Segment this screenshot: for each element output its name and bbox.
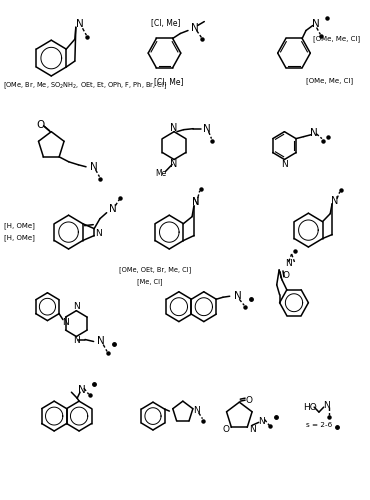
Text: N: N (250, 425, 256, 434)
Text: [H, OMe]: [H, OMe] (4, 222, 35, 228)
Text: N: N (90, 162, 98, 172)
Text: N: N (95, 229, 102, 238)
Text: N: N (258, 417, 265, 426)
Text: [Cl, Me]: [Cl, Me] (151, 19, 180, 28)
Text: [OMe, Me, Cl]: [OMe, Me, Cl] (306, 78, 353, 84)
Text: [Me, Cl]: [Me, Cl] (137, 278, 163, 285)
Text: N: N (192, 197, 199, 207)
Text: N: N (285, 260, 292, 268)
Text: N: N (76, 20, 84, 30)
Text: N: N (192, 197, 199, 207)
Text: N: N (73, 302, 80, 311)
Text: N: N (323, 400, 330, 409)
Text: O: O (222, 425, 229, 434)
Text: [H, OMe]: [H, OMe] (4, 234, 35, 242)
Text: N: N (281, 160, 288, 169)
Text: N: N (191, 22, 199, 32)
Text: N: N (171, 122, 178, 132)
Text: s = 2-6: s = 2-6 (306, 422, 333, 428)
Text: N: N (171, 160, 178, 170)
Text: N: N (63, 318, 69, 327)
Text: HO: HO (304, 402, 317, 411)
Text: N: N (110, 204, 117, 214)
Text: N: N (78, 385, 86, 395)
Text: N: N (233, 291, 241, 301)
Text: [OMe, OEt, Br, Me, Cl]: [OMe, OEt, Br, Me, Cl] (119, 266, 191, 274)
Text: [Cl, Me]: [Cl, Me] (154, 78, 183, 88)
Text: O: O (282, 272, 289, 280)
Text: N: N (331, 196, 339, 206)
Text: [OMe, Me, Cl]: [OMe, Me, Cl] (313, 35, 360, 42)
Text: O: O (245, 396, 252, 404)
Text: N: N (97, 336, 105, 346)
Text: O: O (37, 120, 45, 130)
Text: N: N (194, 406, 200, 415)
Text: Me: Me (155, 169, 166, 178)
Text: N: N (312, 18, 319, 28)
Text: N: N (203, 124, 211, 134)
Text: N: N (73, 336, 80, 345)
Text: N: N (310, 128, 318, 138)
Text: [OMe, Br, Me, SO$_2$NH$_2$, OEt, Et, OPh, F, Ph, Br, Cl]: [OMe, Br, Me, SO$_2$NH$_2$, OEt, Et, OPh… (3, 80, 168, 91)
